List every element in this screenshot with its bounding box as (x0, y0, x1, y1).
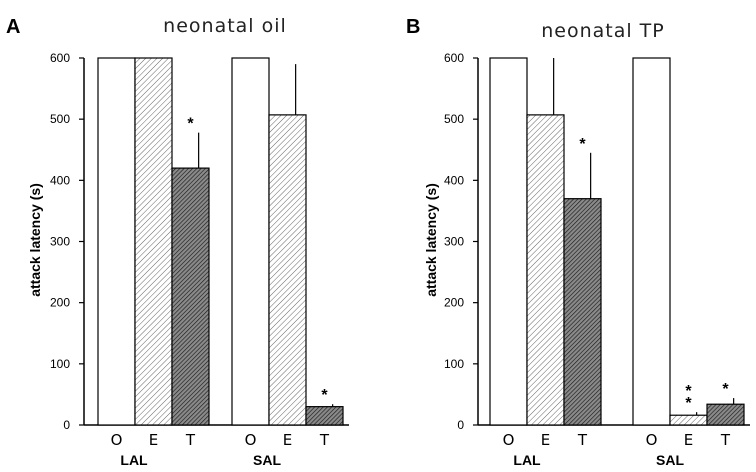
panel-b: B neonatal TP attack latency (s) 0 100 200… (406, 16, 750, 468)
significance-marker: * (685, 395, 692, 412)
bar (489, 57, 528, 426)
bar (526, 114, 565, 426)
significance-marker: * (722, 381, 729, 398)
y-tick-label: 600 (50, 51, 70, 65)
bar (97, 57, 136, 426)
plot-area: 0 100 200 300 400 500 600 O E T * LAL O E T * SAL (50, 51, 349, 468)
bar (134, 57, 173, 426)
x-tick-label: E (541, 431, 550, 449)
panel-label: B (406, 16, 420, 38)
x-tick-label: T (185, 431, 196, 449)
y-tick-label: 300 (50, 235, 70, 249)
chart-title: neonatal oil (163, 15, 287, 37)
x-tick-label: T (319, 431, 330, 449)
y-tick-label: 500 (444, 112, 464, 126)
chart-title: neonatal TP (541, 20, 665, 42)
y-tick-label: 600 (444, 51, 464, 65)
x-tick-label: O (503, 431, 515, 449)
bar (171, 167, 210, 426)
y-tick-label: 500 (50, 112, 70, 126)
y-tick-label: 0 (63, 418, 70, 432)
bar (305, 406, 344, 426)
significance-marker: * (579, 136, 586, 153)
y-tick-label: 300 (444, 235, 464, 249)
y-tick-label: 100 (50, 357, 70, 371)
x-tick-label: O (245, 431, 257, 449)
bar (563, 198, 602, 426)
significance-marker: * (685, 383, 692, 400)
x-tick-label: T (720, 431, 731, 449)
group-label: LAL (513, 452, 541, 468)
x-tick-label: O (646, 431, 658, 449)
y-tick-label: 100 (444, 357, 464, 371)
y-tick-label: 400 (50, 173, 70, 187)
y-tick-label: 400 (444, 173, 464, 187)
group-label: SAL (253, 452, 281, 468)
y-tick-label: 200 (50, 296, 70, 310)
panel-label: A (6, 16, 20, 38)
bar (706, 403, 745, 426)
bar (632, 57, 671, 426)
bar (231, 57, 270, 426)
significance-marker: * (187, 116, 194, 133)
panel-a: A neonatal oil attack latency (s) 0 100 20… (6, 15, 349, 468)
y-axis-label: attack latency (s) (27, 183, 43, 297)
bar (669, 414, 708, 426)
y-tick-label: 0 (457, 418, 464, 432)
significance-marker: * (321, 387, 328, 404)
x-tick-label: E (283, 431, 292, 449)
x-tick-label: T (577, 431, 588, 449)
x-tick-label: E (684, 431, 693, 449)
bar (268, 114, 307, 426)
x-tick-label: O (111, 431, 123, 449)
group-label: LAL (120, 452, 148, 468)
y-axis-label: attack latency (s) (423, 183, 439, 297)
x-tick-label: E (149, 431, 158, 449)
group-label: SAL (656, 452, 684, 468)
y-tick-label: 200 (444, 296, 464, 310)
